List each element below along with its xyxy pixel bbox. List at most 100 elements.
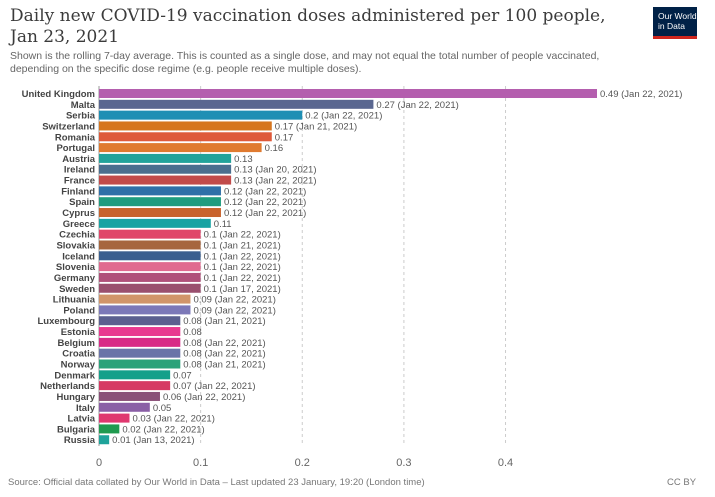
- country-label[interactable]: Spain: [69, 197, 95, 208]
- x-tick-label: 0.2: [295, 457, 310, 469]
- value-label: 0.12 (Jan 22, 2021): [224, 197, 306, 208]
- bar[interactable]: [99, 197, 221, 207]
- country-label[interactable]: Norway: [61, 360, 96, 371]
- value-label: 0.17: [275, 132, 294, 143]
- country-label[interactable]: Finland: [61, 186, 95, 197]
- bar[interactable]: [99, 294, 191, 304]
- bar[interactable]: [99, 348, 181, 358]
- bar[interactable]: [99, 218, 211, 228]
- bar[interactable]: [99, 99, 374, 109]
- value-label: 0.1 (Jan 22, 2021): [204, 251, 281, 262]
- value-label: 0.2 (Jan 22, 2021): [305, 111, 382, 122]
- bar[interactable]: [99, 262, 201, 272]
- chart-subtitle: Shown is the rolling 7-day average. This…: [10, 50, 600, 75]
- country-label[interactable]: Hungary: [56, 392, 95, 403]
- country-label[interactable]: Austria: [62, 154, 95, 165]
- bar[interactable]: [99, 153, 232, 163]
- bar[interactable]: [99, 424, 120, 434]
- country-label[interactable]: Cyprus: [62, 208, 95, 219]
- country-label[interactable]: Netherlands: [40, 381, 95, 392]
- value-label: 0.07: [173, 370, 192, 381]
- bar[interactable]: [99, 132, 272, 142]
- bar[interactable]: [99, 391, 160, 401]
- owid-logo[interactable]: Our World in Data: [653, 7, 697, 39]
- bar[interactable]: [99, 175, 232, 185]
- bar[interactable]: [99, 402, 150, 412]
- bar[interactable]: [99, 110, 303, 120]
- country-label[interactable]: Serbia: [66, 111, 96, 122]
- country-label[interactable]: Estonia: [61, 327, 96, 338]
- value-label: 0.13 (Jan 20, 2021): [234, 165, 316, 176]
- bar[interactable]: [99, 208, 221, 218]
- logo-line-2: in Data: [658, 21, 685, 31]
- bar[interactable]: [99, 240, 201, 250]
- bar[interactable]: [99, 316, 181, 326]
- value-label: 0.1 (Jan 21, 2021): [204, 240, 281, 251]
- bar[interactable]: [99, 337, 181, 347]
- value-label: 0.1 (Jan 22, 2021): [204, 273, 281, 284]
- country-label[interactable]: Russia: [64, 435, 96, 446]
- country-label[interactable]: Slovakia: [56, 240, 95, 251]
- value-label: 0.03 (Jan 22, 2021): [132, 414, 214, 425]
- bar[interactable]: [99, 229, 201, 239]
- bar[interactable]: [99, 435, 110, 445]
- value-label: 0.49 (Jan 22, 2021): [600, 89, 682, 100]
- country-label[interactable]: Lithuania: [53, 295, 96, 306]
- country-label[interactable]: Switzerland: [42, 121, 95, 132]
- value-label: 0.1 (Jan 22, 2021): [204, 230, 281, 241]
- bar[interactable]: [99, 381, 171, 391]
- value-label: 0.27 (Jan 22, 2021): [376, 100, 458, 111]
- bar[interactable]: [99, 413, 130, 423]
- country-label[interactable]: Ireland: [64, 165, 95, 176]
- bar[interactable]: [99, 272, 201, 282]
- value-label: 0.07 (Jan 22, 2021): [173, 381, 255, 392]
- country-label[interactable]: Luxembourg: [37, 316, 95, 327]
- value-label: 0.08 (Jan 22, 2021): [183, 349, 265, 360]
- value-label: 0.09 (Jan 22, 2021): [193, 295, 275, 306]
- country-label[interactable]: Sweden: [59, 284, 95, 295]
- bar[interactable]: [99, 370, 171, 380]
- license-link[interactable]: CC BY: [667, 477, 697, 488]
- value-label: 0.02 (Jan 22, 2021): [122, 424, 204, 435]
- country-label[interactable]: Czechia: [59, 230, 96, 241]
- country-label[interactable]: Romania: [55, 132, 96, 143]
- country-label[interactable]: Denmark: [54, 370, 95, 381]
- country-label[interactable]: Belgium: [58, 338, 95, 349]
- logo-line-1: Our World: [658, 11, 697, 21]
- country-label[interactable]: Latvia: [68, 414, 96, 425]
- value-label: 0.13: [234, 154, 253, 165]
- value-label: 0.17 (Jan 21, 2021): [275, 121, 357, 132]
- bar[interactable]: [99, 143, 262, 153]
- value-label: 0.09 (Jan 22, 2021): [193, 305, 275, 316]
- value-label: 0.06 (Jan 22, 2021): [163, 392, 245, 403]
- country-label[interactable]: Greece: [63, 219, 95, 230]
- country-label[interactable]: Croatia: [62, 349, 95, 360]
- country-label[interactable]: Iceland: [62, 251, 95, 262]
- country-label[interactable]: Poland: [63, 305, 95, 316]
- bar[interactable]: [99, 305, 191, 315]
- chart-title: Daily new COVID-19 vaccination doses adm…: [10, 6, 606, 47]
- bar[interactable]: [99, 327, 181, 337]
- bar[interactable]: [99, 186, 221, 196]
- country-label[interactable]: United Kingdom: [22, 89, 95, 100]
- bar[interactable]: [99, 89, 597, 98]
- value-label: 0.12 (Jan 22, 2021): [224, 186, 306, 197]
- bar[interactable]: [99, 283, 201, 293]
- country-label[interactable]: Germany: [54, 273, 96, 284]
- country-label[interactable]: Italy: [76, 403, 96, 414]
- country-label[interactable]: Slovenia: [56, 262, 96, 273]
- x-tick-label: 0: [96, 457, 102, 469]
- value-label: 0.01 (Jan 13, 2021): [112, 435, 194, 446]
- value-label: 0.12 (Jan 22, 2021): [224, 208, 306, 219]
- bar[interactable]: [99, 251, 201, 261]
- bar[interactable]: [99, 164, 232, 174]
- value-label: 0.11: [214, 219, 232, 230]
- country-label[interactable]: Bulgaria: [57, 424, 96, 435]
- bar[interactable]: [99, 121, 272, 131]
- country-label[interactable]: France: [64, 176, 95, 187]
- country-label[interactable]: Portugal: [56, 143, 95, 154]
- x-tick-label: 0.3: [396, 457, 411, 469]
- bar[interactable]: [99, 359, 181, 369]
- country-label[interactable]: Malta: [71, 100, 96, 111]
